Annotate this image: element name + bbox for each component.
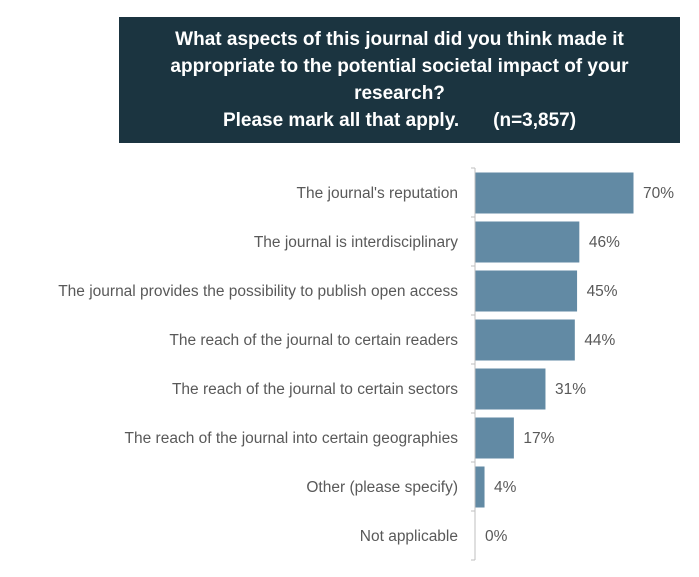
bar xyxy=(475,319,575,361)
category-label: The journal provides the possibility to … xyxy=(58,283,458,300)
chart-title-line-2: appropriate to the potential societal im… xyxy=(170,56,629,77)
bar xyxy=(475,270,578,312)
category-label: Not applicable xyxy=(360,528,458,545)
sample-size-label: (n=3,857) xyxy=(493,110,577,131)
value-label: 4% xyxy=(494,479,517,496)
chart-subtitle: Please mark all that apply. xyxy=(222,110,460,131)
chart-title-line-1: What aspects of this journal did you thi… xyxy=(175,29,624,50)
bar xyxy=(475,417,514,459)
chart-title-line-3: research? xyxy=(354,83,445,104)
category-axis-ticks xyxy=(471,167,475,561)
value-label: 17% xyxy=(523,430,554,447)
chart-subtitle-line: Please mark all that apply. (n=3,857) xyxy=(119,107,680,134)
category-label: The reach of the journal to certain sect… xyxy=(172,381,458,398)
category-labels-group: The journal's reputation The journal is i… xyxy=(58,185,458,545)
category-label: The journal is interdisciplinary xyxy=(254,234,458,251)
chart-title-box: What aspects of this journal did you thi… xyxy=(119,17,680,143)
bar xyxy=(475,466,485,508)
value-label: 46% xyxy=(589,234,620,251)
category-label: Other (please specify) xyxy=(306,479,458,496)
bar xyxy=(475,368,546,410)
value-labels-group: 70% 46% 45% 44% 31% 17% 4% 0% xyxy=(485,185,674,545)
bar xyxy=(475,172,634,214)
bars-group xyxy=(475,172,634,508)
value-label: 0% xyxy=(485,528,508,545)
category-label: The journal's reputation xyxy=(296,185,458,202)
value-label: 31% xyxy=(555,381,586,398)
value-label: 45% xyxy=(587,283,618,300)
value-label: 70% xyxy=(643,185,674,202)
bar xyxy=(475,221,580,263)
category-label: The reach of the journal to certain read… xyxy=(169,332,458,349)
value-label: 44% xyxy=(584,332,615,349)
category-label: The reach of the journal into certain ge… xyxy=(125,430,459,447)
